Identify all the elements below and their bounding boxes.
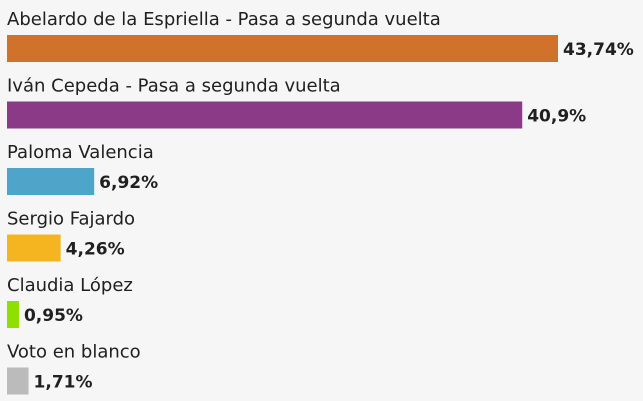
category-label: Sergio Fajardo [7,209,135,230]
value-label: 1,71% [34,373,93,393]
category-label: Abelardo de la Espriella - Pasa a segund… [7,9,441,30]
bar [7,367,29,395]
category-label: Claudia López [7,275,133,296]
value-label: 0,95% [24,306,83,326]
category-label: Voto en blanco [7,342,141,363]
value-label: 40,9% [527,107,586,127]
bar [7,168,95,195]
category-label: Iván Cepeda - Pasa a segunda vuelta [7,76,341,97]
value-label: 43,74% [563,40,634,60]
bar [7,35,558,62]
value-label: 6,92% [99,173,158,193]
value-label: 4,26% [66,240,125,260]
bar [7,234,61,262]
category-label: Paloma Valencia [7,142,154,163]
bar [7,101,523,129]
bar [7,301,19,328]
